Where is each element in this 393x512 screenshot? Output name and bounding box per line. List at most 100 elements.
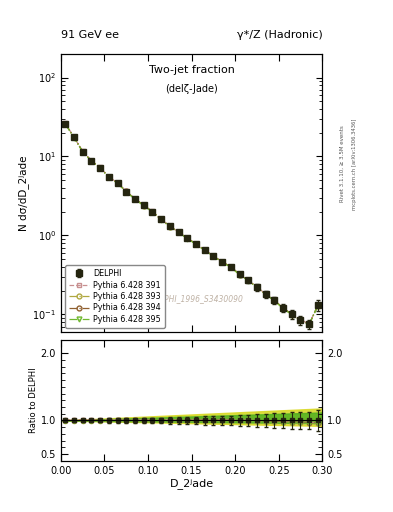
Pythia 6.428 394 bbox=[132, 196, 137, 202]
Y-axis label: Ratio to DELPHI: Ratio to DELPHI bbox=[29, 368, 38, 433]
Pythia 6.428 395 bbox=[237, 272, 242, 278]
Pythia 6.428 391 bbox=[167, 223, 172, 229]
Pythia 6.428 391 bbox=[107, 174, 111, 180]
Pythia 6.428 394 bbox=[237, 271, 242, 278]
Line: Pythia 6.428 395: Pythia 6.428 395 bbox=[63, 121, 320, 327]
Line: Pythia 6.428 394: Pythia 6.428 394 bbox=[63, 121, 320, 327]
Pythia 6.428 395 bbox=[246, 278, 251, 284]
Pythia 6.428 395 bbox=[316, 303, 320, 309]
Pythia 6.428 393 bbox=[220, 259, 224, 265]
Pythia 6.428 394 bbox=[150, 208, 155, 215]
Pythia 6.428 393 bbox=[316, 303, 320, 309]
Pythia 6.428 395 bbox=[281, 305, 285, 311]
Pythia 6.428 395 bbox=[202, 247, 207, 253]
Text: Two-jet fraction: Two-jet fraction bbox=[149, 65, 235, 75]
Pythia 6.428 394 bbox=[211, 253, 216, 259]
Pythia 6.428 391 bbox=[185, 235, 189, 241]
Pythia 6.428 391 bbox=[150, 208, 155, 215]
Pythia 6.428 394 bbox=[89, 158, 94, 164]
Pythia 6.428 394 bbox=[316, 302, 320, 308]
Pythia 6.428 394 bbox=[281, 305, 285, 311]
Pythia 6.428 393 bbox=[211, 253, 216, 259]
Pythia 6.428 393 bbox=[115, 180, 120, 186]
Pythia 6.428 391 bbox=[141, 202, 146, 208]
Pythia 6.428 394 bbox=[255, 284, 259, 290]
Pythia 6.428 393 bbox=[159, 217, 163, 223]
Pythia 6.428 395 bbox=[298, 317, 303, 323]
Text: Rivet 3.1.10, ≥ 3.5M events: Rivet 3.1.10, ≥ 3.5M events bbox=[340, 125, 345, 202]
Pythia 6.428 391 bbox=[228, 264, 233, 270]
Pythia 6.428 393 bbox=[272, 297, 277, 304]
Pythia 6.428 395 bbox=[150, 209, 155, 215]
Pythia 6.428 391 bbox=[272, 297, 277, 303]
Pythia 6.428 395 bbox=[185, 236, 189, 242]
Pythia 6.428 395 bbox=[89, 158, 94, 164]
Pythia 6.428 394 bbox=[289, 311, 294, 317]
Pythia 6.428 393 bbox=[202, 247, 207, 253]
Pythia 6.428 391 bbox=[124, 188, 129, 195]
Pythia 6.428 391 bbox=[220, 259, 224, 265]
Pythia 6.428 395 bbox=[80, 149, 85, 155]
Pythia 6.428 393 bbox=[98, 165, 103, 171]
Pythia 6.428 393 bbox=[307, 322, 312, 328]
Pythia 6.428 391 bbox=[98, 164, 103, 170]
Pythia 6.428 394 bbox=[141, 202, 146, 208]
Pythia 6.428 394 bbox=[228, 264, 233, 270]
Pythia 6.428 393 bbox=[255, 284, 259, 290]
Pythia 6.428 393 bbox=[263, 291, 268, 297]
Text: 91 GeV ee: 91 GeV ee bbox=[61, 30, 119, 40]
Pythia 6.428 395 bbox=[307, 322, 312, 328]
X-axis label: D_2ʲade: D_2ʲade bbox=[169, 478, 214, 489]
Pythia 6.428 393 bbox=[246, 278, 251, 284]
Pythia 6.428 393 bbox=[63, 121, 68, 127]
Pythia 6.428 391 bbox=[289, 311, 294, 317]
Pythia 6.428 395 bbox=[289, 312, 294, 318]
Pythia 6.428 395 bbox=[255, 285, 259, 291]
Pythia 6.428 395 bbox=[159, 217, 163, 223]
Pythia 6.428 395 bbox=[124, 189, 129, 195]
Pythia 6.428 393 bbox=[167, 224, 172, 230]
Pythia 6.428 393 bbox=[89, 158, 94, 164]
Pythia 6.428 393 bbox=[124, 188, 129, 195]
Pythia 6.428 394 bbox=[176, 229, 181, 235]
Pythia 6.428 394 bbox=[80, 148, 85, 155]
Line: Pythia 6.428 391: Pythia 6.428 391 bbox=[63, 121, 320, 326]
Pythia 6.428 394 bbox=[107, 174, 111, 180]
Pythia 6.428 395 bbox=[141, 203, 146, 209]
Pythia 6.428 391 bbox=[159, 216, 163, 222]
Pythia 6.428 391 bbox=[72, 134, 76, 140]
Pythia 6.428 395 bbox=[263, 291, 268, 297]
Pythia 6.428 393 bbox=[141, 202, 146, 208]
Pythia 6.428 393 bbox=[237, 271, 242, 278]
Pythia 6.428 391 bbox=[307, 321, 312, 327]
Pythia 6.428 391 bbox=[316, 302, 320, 308]
Legend: DELPHI, Pythia 6.428 391, Pythia 6.428 393, Pythia 6.428 394, Pythia 6.428 395: DELPHI, Pythia 6.428 391, Pythia 6.428 3… bbox=[65, 265, 165, 328]
Pythia 6.428 393 bbox=[176, 229, 181, 236]
Pythia 6.428 393 bbox=[194, 241, 198, 247]
Pythia 6.428 395 bbox=[176, 229, 181, 236]
Pythia 6.428 391 bbox=[211, 252, 216, 259]
Pythia 6.428 395 bbox=[98, 165, 103, 171]
Pythia 6.428 393 bbox=[298, 317, 303, 323]
Pythia 6.428 391 bbox=[255, 284, 259, 290]
Pythia 6.428 395 bbox=[63, 121, 68, 127]
Pythia 6.428 391 bbox=[80, 148, 85, 155]
Pythia 6.428 395 bbox=[272, 297, 277, 304]
Pythia 6.428 394 bbox=[98, 164, 103, 170]
Pythia 6.428 394 bbox=[72, 134, 76, 140]
Pythia 6.428 395 bbox=[115, 180, 120, 186]
Pythia 6.428 393 bbox=[228, 264, 233, 270]
Pythia 6.428 391 bbox=[298, 316, 303, 323]
Pythia 6.428 391 bbox=[115, 180, 120, 186]
Pythia 6.428 393 bbox=[281, 305, 285, 311]
Pythia 6.428 393 bbox=[80, 149, 85, 155]
Pythia 6.428 394 bbox=[298, 317, 303, 323]
Pythia 6.428 395 bbox=[107, 174, 111, 180]
Pythia 6.428 391 bbox=[237, 271, 242, 278]
Pythia 6.428 391 bbox=[176, 229, 181, 235]
Pythia 6.428 391 bbox=[246, 277, 251, 283]
Pythia 6.428 394 bbox=[272, 297, 277, 304]
Pythia 6.428 393 bbox=[107, 174, 111, 180]
Pythia 6.428 394 bbox=[220, 259, 224, 265]
Pythia 6.428 391 bbox=[63, 120, 68, 126]
